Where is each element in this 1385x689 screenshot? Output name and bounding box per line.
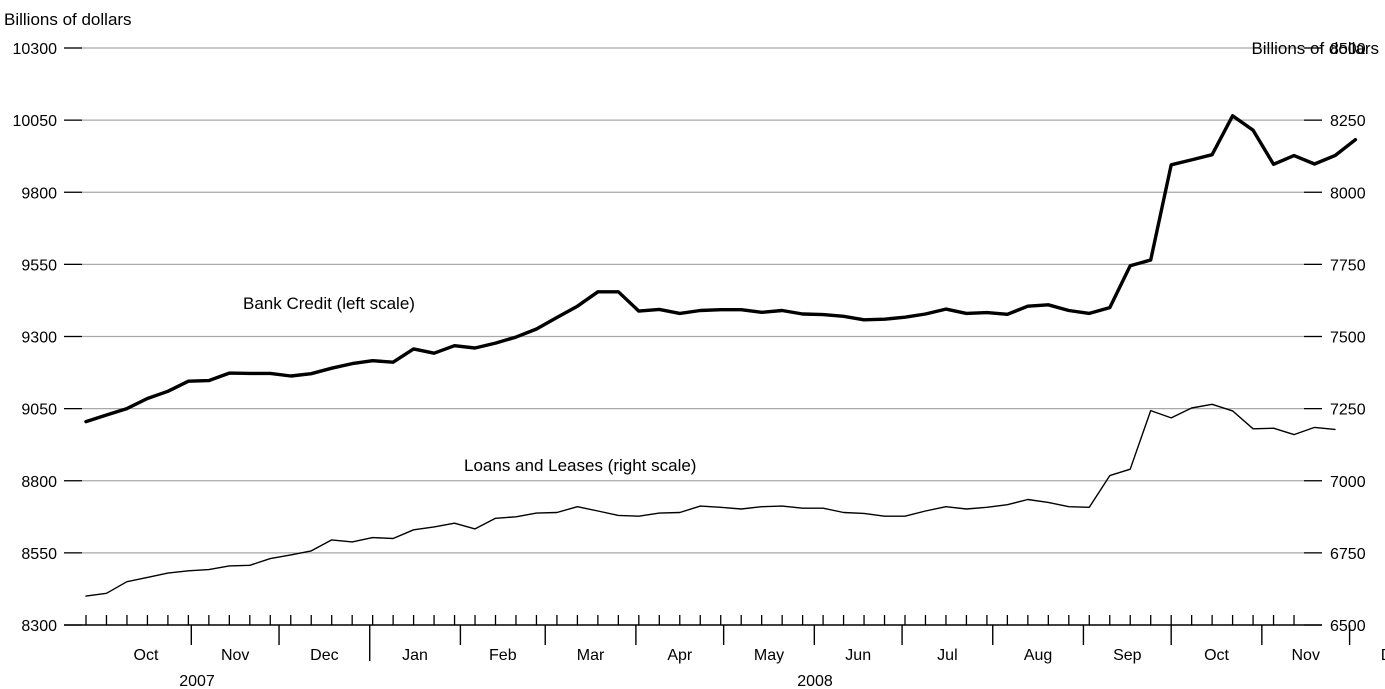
month-label: May <box>754 647 784 664</box>
month-label: Dec <box>1381 647 1385 664</box>
right-tick-label: 7500 <box>1330 330 1366 347</box>
left-tick-label: 9300 <box>21 330 57 347</box>
right-tick-label: 8500 <box>1330 41 1366 58</box>
right-tick-label: 7000 <box>1330 474 1366 491</box>
month-label: Nov <box>1291 647 1319 664</box>
month-label: Dec <box>310 647 338 664</box>
month-label: Aug <box>1024 647 1052 664</box>
month-label: Apr <box>667 647 693 664</box>
right-tick-label: 6500 <box>1330 618 1366 635</box>
month-label: Oct <box>1204 647 1229 664</box>
axis-layer: 8300 6500 8550 6750 8800 7000 9050 7250 9300 7500… <box>13 41 1385 689</box>
series-layer <box>84 114 1358 597</box>
annotation-bank-credit: Bank Credit (left scale) <box>243 294 415 313</box>
left-tick-label: 8300 <box>21 618 57 635</box>
right-axis-title: Billions of dollars <box>1251 39 1379 58</box>
series-line-loans-leases <box>85 403 1336 597</box>
annotation-loans-leases: Loans and Leases (right scale) <box>464 456 696 475</box>
month-label: Jun <box>845 647 871 664</box>
left-tick-label: 8800 <box>21 474 57 491</box>
month-label: Sep <box>1113 647 1142 664</box>
left-tick-label: 9050 <box>21 402 57 419</box>
left-axis-title: Billions of dollars <box>4 10 132 29</box>
month-label: Mar <box>577 647 605 664</box>
year-label: 2007 <box>179 673 215 689</box>
month-label: Oct <box>134 647 159 664</box>
month-label: Nov <box>221 647 249 664</box>
left-tick-label: 10050 <box>13 113 58 130</box>
left-tick-label: 10300 <box>13 41 58 58</box>
left-tick-label: 9550 <box>21 257 57 274</box>
series-line-bank-credit <box>84 114 1358 424</box>
left-tick-label: 8550 <box>21 546 57 563</box>
right-tick-label: 7250 <box>1330 402 1366 419</box>
year-label: 2008 <box>797 673 833 689</box>
month-label: Jul <box>937 647 957 664</box>
right-tick-label: 7750 <box>1330 257 1366 274</box>
month-label: Jan <box>402 647 428 664</box>
right-tick-label: 8250 <box>1330 113 1366 130</box>
right-tick-label: 8000 <box>1330 185 1366 202</box>
right-tick-label: 6750 <box>1330 546 1366 563</box>
grid-layer <box>64 47 1322 554</box>
left-tick-label: 9800 <box>21 185 57 202</box>
month-label: Feb <box>489 647 517 664</box>
